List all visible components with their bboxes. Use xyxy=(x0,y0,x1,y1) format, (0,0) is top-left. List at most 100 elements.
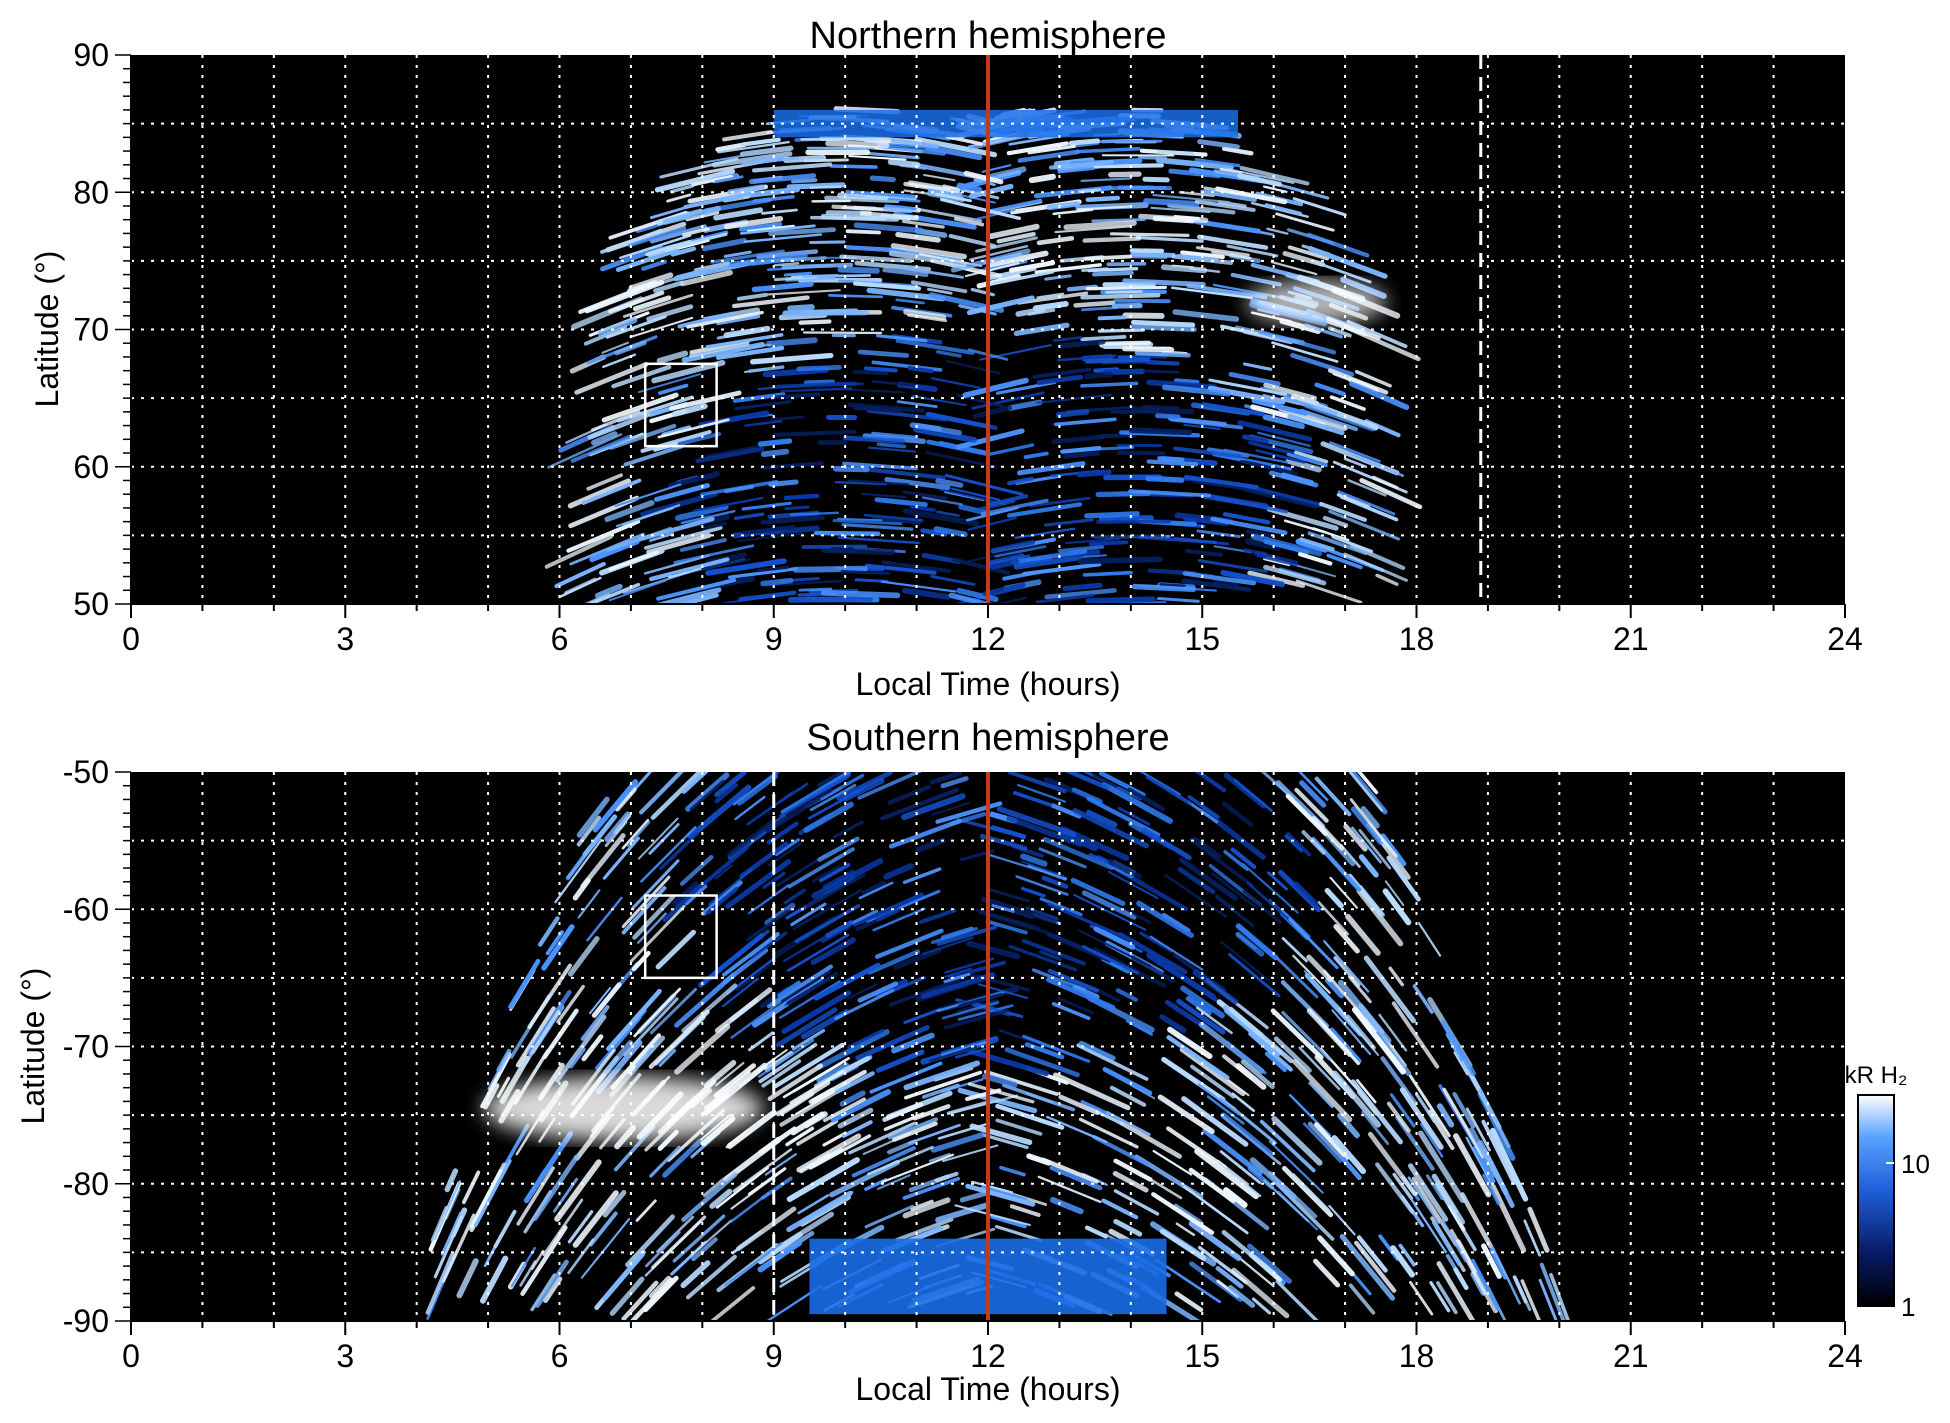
emission-streak xyxy=(864,1204,915,1229)
emission-streak xyxy=(725,859,792,909)
emission-streak xyxy=(1057,167,1096,174)
emission-streak xyxy=(1420,1123,1444,1158)
emission-streak xyxy=(726,1109,777,1149)
emission-streak xyxy=(847,402,926,413)
emission-streak xyxy=(572,1190,619,1248)
emission-streak xyxy=(1017,783,1067,803)
south-title: Southern hemisphere xyxy=(806,717,1169,759)
emission-streak xyxy=(649,205,690,220)
y-tick-label: -90 xyxy=(63,1303,109,1339)
emission-streak xyxy=(767,579,843,587)
emission-streak xyxy=(1512,1275,1528,1304)
emission-streak xyxy=(703,311,735,322)
emission-streak xyxy=(646,304,694,322)
emission-streak xyxy=(608,579,666,602)
emission-streak xyxy=(1221,801,1254,827)
emission-streak xyxy=(1363,955,1417,1024)
emission-streak xyxy=(1022,1034,1091,1063)
emission-streak xyxy=(496,1048,512,1073)
emission-streak xyxy=(682,227,710,237)
emission-streak xyxy=(895,265,964,279)
emission-streak xyxy=(1102,1066,1153,1096)
emission-streak xyxy=(1286,832,1312,857)
emission-streak xyxy=(1303,1122,1342,1163)
emission-streak xyxy=(547,433,623,469)
emission-streak xyxy=(510,1246,536,1288)
emission-streak xyxy=(1006,141,1069,156)
emission-streak xyxy=(1255,449,1306,464)
emission-streak xyxy=(717,140,790,154)
emission-streak xyxy=(865,563,937,575)
emission-streak xyxy=(971,1180,1014,1194)
emission-streak xyxy=(1172,309,1240,322)
emission-streak xyxy=(1412,984,1434,1014)
emission-streak xyxy=(786,1157,860,1202)
emission-streak xyxy=(1044,588,1117,600)
emission-streak xyxy=(1194,199,1256,212)
emission-streak xyxy=(1358,828,1392,870)
emission-streak xyxy=(838,279,917,287)
emission-streak xyxy=(430,1205,448,1242)
south-bright-arc xyxy=(483,1076,764,1141)
emission-streak xyxy=(1004,1047,1080,1078)
emission-streak xyxy=(1290,352,1355,377)
emission-streak xyxy=(1034,263,1102,275)
emission-streak xyxy=(714,987,773,1034)
emission-streak xyxy=(583,325,628,346)
emission-streak xyxy=(1037,1175,1102,1204)
emission-streak xyxy=(930,377,981,389)
emission-streak xyxy=(1285,457,1322,473)
emission-streak xyxy=(1354,1240,1397,1293)
emission-streak xyxy=(940,776,969,789)
emission-streak xyxy=(1078,1040,1116,1061)
emission-streak xyxy=(837,266,880,274)
emission-streak xyxy=(580,833,626,889)
emission-streak xyxy=(662,883,703,922)
emission-streak xyxy=(907,180,961,193)
emission-streak xyxy=(822,1131,848,1147)
emission-streak xyxy=(1058,1094,1100,1116)
emission-streak xyxy=(1054,417,1117,427)
emission-streak xyxy=(1149,935,1204,971)
emission-streak xyxy=(1304,405,1374,432)
emission-streak xyxy=(703,150,767,164)
emission-streak xyxy=(1108,171,1142,178)
emission-streak xyxy=(780,772,851,814)
emission-streak xyxy=(1481,1119,1516,1185)
emission-streak xyxy=(493,1209,517,1249)
emission-streak xyxy=(867,446,916,453)
emission-streak xyxy=(1460,1192,1493,1249)
emission-streak xyxy=(863,513,924,522)
north-emission-layer xyxy=(544,106,1423,604)
emission-streak xyxy=(689,1219,733,1257)
emission-streak xyxy=(783,271,813,277)
emission-streak xyxy=(656,1215,695,1253)
emission-streak xyxy=(895,232,941,243)
emission-streak xyxy=(1418,1130,1466,1203)
emission-streak xyxy=(1078,929,1152,967)
emission-streak xyxy=(796,1133,862,1173)
emission-streak xyxy=(1243,487,1318,509)
emission-streak xyxy=(640,430,712,453)
emission-streak xyxy=(858,881,894,900)
emission-streak xyxy=(761,208,798,215)
emission-streak xyxy=(995,1118,1043,1136)
emission-streak xyxy=(783,888,807,905)
emission-streak xyxy=(849,909,879,925)
emission-streak xyxy=(1349,772,1388,815)
colorbar-tick-1: 1 xyxy=(1901,1292,1915,1322)
emission-streak xyxy=(889,976,966,1007)
emission-streak xyxy=(723,250,752,258)
emission-streak xyxy=(1117,185,1173,191)
emission-streak xyxy=(1016,461,1086,476)
emission-streak xyxy=(646,239,693,257)
emission-streak xyxy=(1007,399,1043,411)
emission-streak xyxy=(1478,1088,1511,1149)
emission-streak xyxy=(1086,809,1118,828)
emission-streak xyxy=(1052,208,1094,216)
emission-streak xyxy=(1538,1278,1558,1321)
emission-streak xyxy=(1008,944,1078,972)
emission-streak xyxy=(1099,515,1154,522)
emission-streak xyxy=(840,570,891,576)
emission-streak xyxy=(1136,900,1194,939)
